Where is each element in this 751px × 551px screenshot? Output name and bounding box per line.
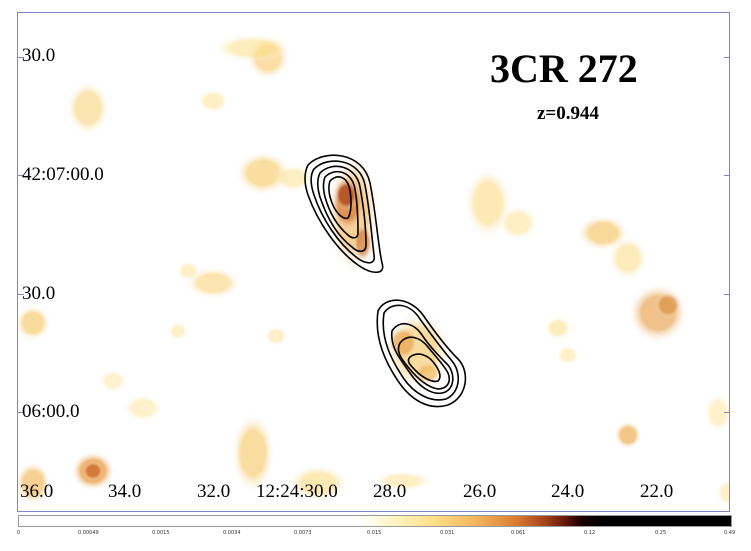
radio-contours xyxy=(304,154,467,408)
tick-mark xyxy=(18,175,24,176)
colorbar-label: 0 xyxy=(17,530,21,536)
ra-tick-label: 36.0 xyxy=(20,481,54,502)
tick-mark xyxy=(724,175,730,176)
colorbar xyxy=(18,515,732,527)
colorbar-label: 0.061 xyxy=(511,530,526,536)
ra-tick-label: 12:24:30.0 xyxy=(256,481,338,502)
dec-tick-label: 06:00.0 xyxy=(22,401,80,422)
tick-mark xyxy=(18,57,24,58)
contour-south-5 xyxy=(407,353,441,383)
dec-tick-label: 42:07:00.0 xyxy=(22,164,104,185)
source-title: 3CR 272 xyxy=(490,46,638,91)
image-frame: 3CR 272 z=0.944 xyxy=(17,12,730,512)
redshift-label: z=0.944 xyxy=(537,103,600,124)
ra-tick-label: 22.0 xyxy=(640,481,674,502)
contour-north-4 xyxy=(322,170,359,239)
contour-south-2 xyxy=(382,304,459,401)
colorbar-label: 0.015 xyxy=(367,530,382,536)
colorbar-label: 0.00049 xyxy=(78,530,99,536)
ra-tick-label: 26.0 xyxy=(463,481,497,502)
contour-north-5 xyxy=(328,176,352,220)
ra-tick-label: 32.0 xyxy=(197,481,231,502)
tick-mark xyxy=(724,412,730,413)
colorbar-label: 0.49 xyxy=(724,530,736,536)
contour-north-1 xyxy=(304,154,384,274)
contour-south-3 xyxy=(390,323,454,395)
colorbar-label: 0.12 xyxy=(584,530,596,536)
tick-mark xyxy=(18,412,24,413)
dec-tick-label: 30.0 xyxy=(22,45,56,66)
ra-tick-label: 24.0 xyxy=(551,481,585,502)
tick-mark xyxy=(18,294,24,295)
colorbar-label: 0.0073 xyxy=(294,530,312,536)
colorbar-label: 0.0034 xyxy=(223,530,241,536)
xray-heatmap xyxy=(18,13,729,511)
dec-tick-label: 30.0 xyxy=(22,283,56,304)
contour-north-2 xyxy=(310,160,376,264)
contour-south-4 xyxy=(397,336,451,390)
ra-tick-label: 34.0 xyxy=(108,481,142,502)
colorbar-label: 0.0015 xyxy=(152,530,170,536)
contour-north-3 xyxy=(316,165,367,253)
contour-south-1 xyxy=(376,299,467,408)
colorbar-label: 0.031 xyxy=(440,530,455,536)
colorbar-label: 0.25 xyxy=(655,530,667,536)
tick-mark xyxy=(724,57,730,58)
tick-mark xyxy=(724,294,730,295)
ra-tick-label: 28.0 xyxy=(373,481,407,502)
